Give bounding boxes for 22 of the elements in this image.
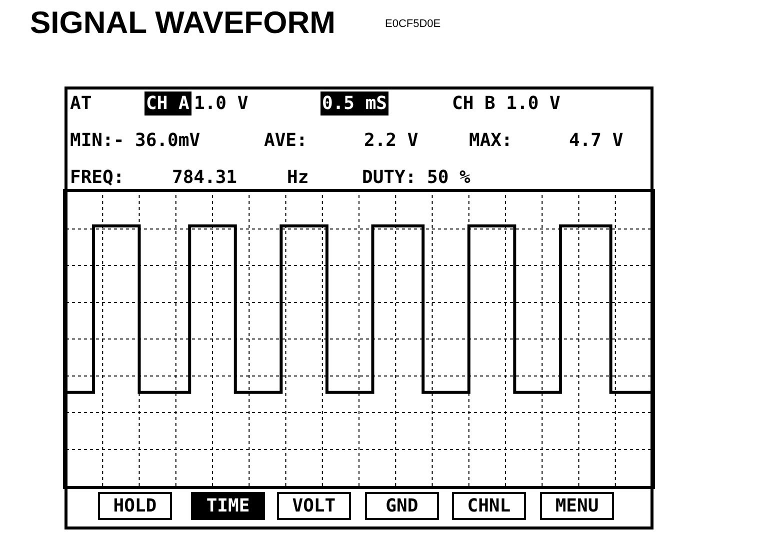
text: TIME <box>206 496 250 516</box>
text: CHNL <box>467 496 511 516</box>
text: E0CF5D0E <box>385 18 441 30</box>
text: MENU <box>555 496 599 516</box>
text: 0.5 mS <box>322 93 388 114</box>
text: VOLT <box>292 496 336 516</box>
text: 4.7 V <box>569 130 624 151</box>
chart-title: SIGNAL WAVEFORM <box>30 4 336 40</box>
text: HOLD <box>113 496 157 516</box>
text: CH B 1.0 V <box>452 93 561 114</box>
text: 1.0 V <box>194 93 248 114</box>
text: AT <box>70 93 92 114</box>
text: CH A <box>146 93 190 114</box>
text: DUTY: 50 % <box>362 167 471 188</box>
text: 784.31 <box>172 167 238 188</box>
text: MAX: <box>469 130 512 151</box>
text: GND <box>386 496 418 516</box>
text: AVE: <box>264 130 308 151</box>
text: Hz <box>287 167 309 188</box>
text: MIN:- 36.0mV <box>70 130 200 151</box>
text: FREQ: <box>70 167 124 188</box>
text: 2.2 V <box>364 130 418 151</box>
